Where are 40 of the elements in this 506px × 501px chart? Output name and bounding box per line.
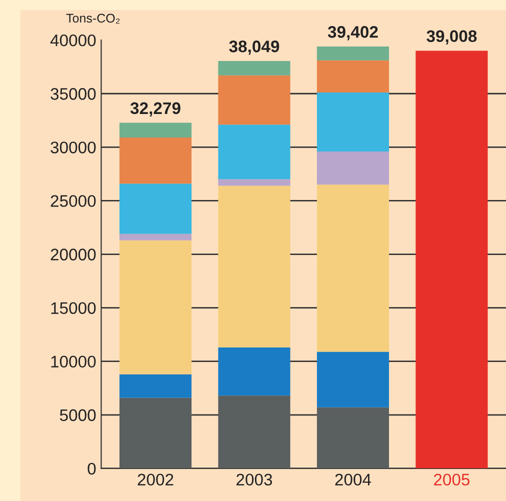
bar bbox=[218, 396, 290, 468]
bar bbox=[218, 124, 290, 180]
y-tick-label: 30000 bbox=[50, 142, 96, 154]
total-label: 38,049 bbox=[229, 40, 280, 55]
bar bbox=[119, 138, 192, 184]
bar bbox=[316, 46, 390, 60]
total-label: 39,402 bbox=[328, 26, 378, 40]
y-tick-label: 40000 bbox=[50, 34, 96, 46]
y-tick-label: 5000 bbox=[60, 409, 96, 422]
bar bbox=[218, 179, 290, 186]
y-tick-label: 25000 bbox=[50, 195, 96, 207]
bar bbox=[316, 151, 390, 185]
bar bbox=[218, 347, 290, 396]
bar bbox=[119, 398, 192, 468]
bar bbox=[316, 352, 390, 408]
x-tick-label: 2002 bbox=[138, 474, 174, 486]
bar bbox=[316, 184, 390, 352]
bar bbox=[119, 240, 192, 374]
y-tick-label: 35000 bbox=[50, 88, 96, 100]
bar bbox=[218, 60, 290, 76]
bar bbox=[316, 407, 390, 468]
bar bbox=[218, 75, 290, 125]
bar bbox=[119, 122, 192, 138]
bar bbox=[119, 374, 192, 398]
bar bbox=[119, 234, 192, 240]
total-label: 32,279 bbox=[130, 102, 180, 117]
y-axis-title: Tons-CO₂ bbox=[66, 14, 120, 24]
x-tick-label: 2004 bbox=[335, 474, 372, 486]
y-tick-label: 20000 bbox=[50, 248, 96, 260]
y-tick-label: 0 bbox=[88, 462, 96, 475]
bar bbox=[119, 184, 192, 234]
bar bbox=[218, 186, 290, 348]
bar bbox=[316, 60, 390, 93]
total-label: 39,008 bbox=[426, 30, 477, 44]
y-tick-label: 10000 bbox=[51, 356, 96, 368]
y-tick-label: 15000 bbox=[51, 302, 96, 314]
x-tick-label: 2005 bbox=[434, 474, 470, 486]
bar bbox=[316, 92, 390, 152]
x-tick-label: 2003 bbox=[236, 474, 272, 486]
bar bbox=[416, 50, 488, 468]
